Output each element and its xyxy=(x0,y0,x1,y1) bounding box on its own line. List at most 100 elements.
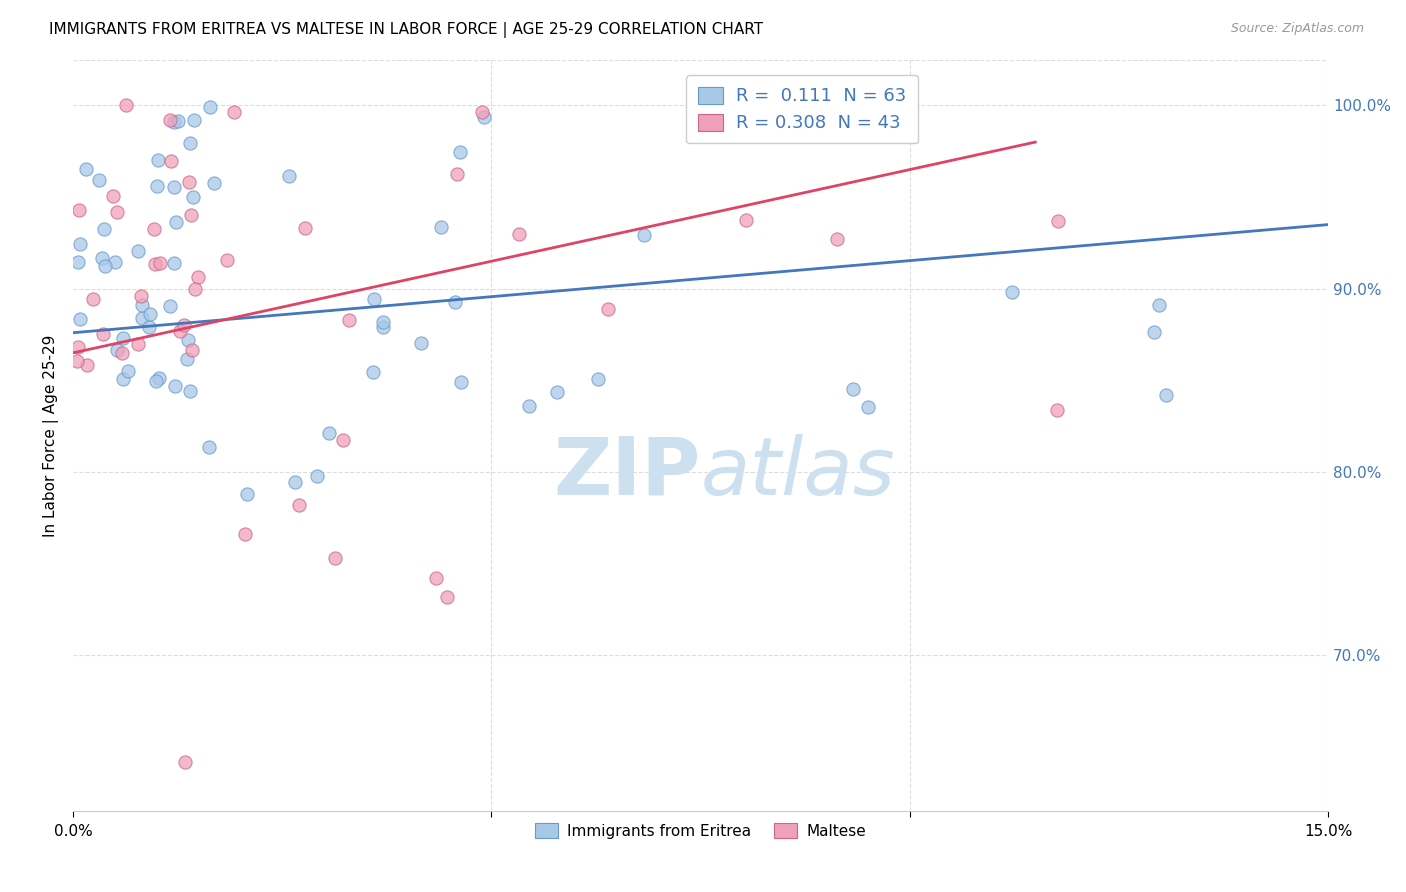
Point xyxy=(91,251,114,265)
Point xyxy=(82,292,104,306)
Point xyxy=(169,324,191,338)
Point xyxy=(858,400,880,414)
Point xyxy=(159,299,181,313)
Point xyxy=(105,205,128,219)
Point xyxy=(177,175,200,189)
Point xyxy=(202,176,225,190)
Point xyxy=(517,399,540,413)
Point xyxy=(94,259,117,273)
Point xyxy=(111,346,134,360)
Point xyxy=(215,253,238,268)
Point xyxy=(76,358,98,372)
Point xyxy=(472,110,495,124)
Point xyxy=(143,257,166,271)
Point xyxy=(184,282,207,296)
Point xyxy=(288,498,311,512)
Point xyxy=(179,136,201,150)
Point xyxy=(1000,285,1022,300)
Point xyxy=(337,313,360,327)
Point xyxy=(198,440,221,454)
Point xyxy=(361,365,384,379)
Point xyxy=(233,527,256,541)
Point xyxy=(363,292,385,306)
Point xyxy=(842,382,865,396)
Point xyxy=(163,180,186,194)
Point xyxy=(1142,325,1164,339)
Point xyxy=(284,475,307,489)
Point xyxy=(586,371,609,385)
Point xyxy=(318,426,340,441)
Point xyxy=(67,340,90,354)
Text: atlas: atlas xyxy=(700,434,896,512)
Point xyxy=(103,189,125,203)
Point xyxy=(508,227,530,241)
Point xyxy=(198,100,221,114)
Point xyxy=(236,487,259,501)
Point xyxy=(827,232,849,246)
Point xyxy=(143,222,166,236)
Point xyxy=(1147,298,1170,312)
Point xyxy=(91,327,114,342)
Point xyxy=(104,255,127,269)
Point xyxy=(436,590,458,604)
Point xyxy=(69,236,91,251)
Point xyxy=(131,298,153,312)
Point xyxy=(149,255,172,269)
Point xyxy=(127,336,149,351)
Point xyxy=(471,105,494,120)
Point xyxy=(131,289,153,303)
Point xyxy=(181,190,204,204)
Point xyxy=(294,220,316,235)
Point xyxy=(163,114,186,128)
Point xyxy=(69,311,91,326)
Point xyxy=(187,270,209,285)
Point xyxy=(430,220,453,235)
Point xyxy=(446,167,468,181)
Point xyxy=(105,343,128,357)
Point xyxy=(112,372,135,386)
Point xyxy=(145,374,167,388)
Point xyxy=(546,384,568,399)
Point xyxy=(1046,402,1069,417)
Text: Source: ZipAtlas.com: Source: ZipAtlas.com xyxy=(1230,22,1364,36)
Point xyxy=(93,222,115,236)
Point xyxy=(449,145,471,160)
Point xyxy=(138,320,160,334)
Point xyxy=(131,310,153,325)
Point xyxy=(75,161,97,176)
Point xyxy=(166,113,188,128)
Text: IMMIGRANTS FROM ERITREA VS MALTESE IN LABOR FORCE | AGE 25-29 CORRELATION CHART: IMMIGRANTS FROM ERITREA VS MALTESE IN LA… xyxy=(49,22,763,38)
Point xyxy=(1046,214,1069,228)
Point xyxy=(159,154,181,169)
Point xyxy=(307,469,329,483)
Point xyxy=(425,571,447,585)
Point xyxy=(278,169,301,184)
Point xyxy=(332,433,354,447)
Point xyxy=(450,375,472,389)
Point xyxy=(163,256,186,270)
Point xyxy=(165,215,187,229)
Point xyxy=(139,307,162,321)
Point xyxy=(633,228,655,243)
Point xyxy=(66,353,89,368)
Point xyxy=(183,112,205,127)
Point xyxy=(146,179,169,194)
Point xyxy=(735,212,758,227)
Point xyxy=(165,378,187,392)
Point xyxy=(176,352,198,367)
Point xyxy=(112,331,135,345)
Point xyxy=(323,551,346,566)
Point xyxy=(180,343,202,357)
Point xyxy=(371,315,394,329)
Point xyxy=(148,370,170,384)
Point xyxy=(371,320,394,334)
Point xyxy=(179,384,201,399)
Point xyxy=(596,302,619,317)
Point xyxy=(127,244,149,259)
Point xyxy=(87,173,110,187)
Point xyxy=(146,153,169,168)
Point xyxy=(173,318,195,332)
Point xyxy=(67,255,90,269)
Point xyxy=(224,105,246,120)
Point xyxy=(180,208,202,222)
